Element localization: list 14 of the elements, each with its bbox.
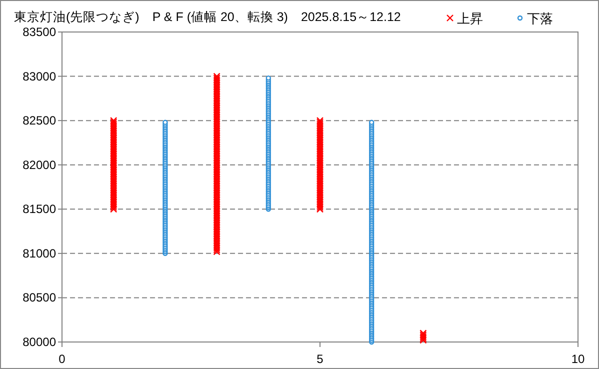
y-tick-label: 81500 — [22, 202, 56, 216]
x-tick-label: 10 — [571, 352, 585, 366]
y-tick-label: 82500 — [22, 114, 56, 128]
y-tick-label: 80000 — [22, 335, 56, 349]
x-tick-label: 0 — [58, 352, 66, 366]
y-tick-label: 83000 — [22, 69, 56, 84]
legend-label: 上昇 — [457, 11, 483, 26]
y-tick-label: 82000 — [22, 158, 56, 172]
legend-label: 下落 — [527, 11, 553, 26]
chart-title: 東京灯油(先限つなぎ) P & F (値幅 20、転換 3) 2025.8.15～12.12 — [14, 10, 401, 24]
y-tick-label: 80500 — [22, 290, 56, 305]
y-tick-label: 81000 — [22, 246, 56, 260]
y-tick-label: 83500 — [22, 25, 56, 39]
x-tick-label: 5 — [316, 352, 324, 366]
